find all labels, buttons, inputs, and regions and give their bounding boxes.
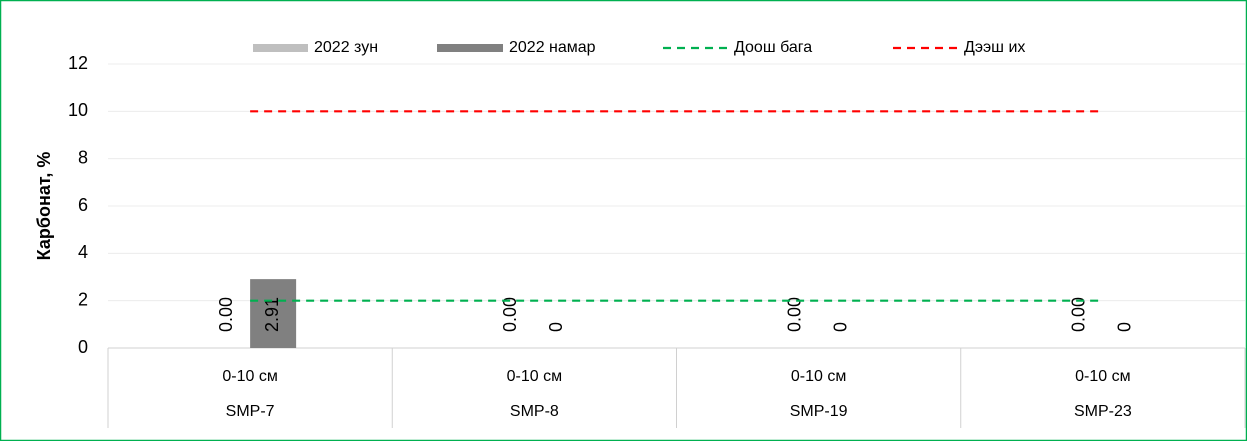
legend-swatch xyxy=(253,44,308,52)
data-label: 0.00 xyxy=(1069,297,1089,332)
x-tick-label: 0-10 см xyxy=(791,368,846,385)
y-tick-label: 8 xyxy=(78,147,88,167)
data-label: 0.00 xyxy=(216,297,236,332)
legend-label: Дээш их xyxy=(964,39,1025,56)
data-label: 0 xyxy=(546,322,566,332)
data-label: 2.91 xyxy=(262,297,282,332)
data-label: 0.00 xyxy=(500,297,520,332)
x-group-label: SMP-19 xyxy=(790,403,848,420)
x-tick-label: 0-10 см xyxy=(222,368,277,385)
x-group-label: SMP-23 xyxy=(1074,403,1132,420)
data-label: 0.00 xyxy=(784,297,804,332)
data-label: 0 xyxy=(830,322,850,332)
y-tick-label: 0 xyxy=(78,337,88,357)
legend-label: 2022 зун xyxy=(314,39,378,56)
legend-swatch xyxy=(437,44,503,52)
bar xyxy=(250,279,297,348)
x-tick-label: 0-10 см xyxy=(507,368,562,385)
x-group-label: SMP-8 xyxy=(510,403,559,420)
y-tick-label: 12 xyxy=(68,53,88,73)
y-tick-label: 2 xyxy=(78,289,88,309)
y-axis-label: Карбонат, % xyxy=(34,152,54,261)
y-tick-label: 10 xyxy=(68,100,88,120)
legend-label: 2022 намар xyxy=(509,39,596,56)
y-tick-label: 4 xyxy=(78,242,88,262)
legend-label: Доош бага xyxy=(734,39,812,56)
y-tick-label: 6 xyxy=(78,195,88,215)
x-tick-label: 0-10 см xyxy=(1075,368,1130,385)
data-label: 0 xyxy=(1115,322,1135,332)
x-group-label: SMP-7 xyxy=(226,403,275,420)
